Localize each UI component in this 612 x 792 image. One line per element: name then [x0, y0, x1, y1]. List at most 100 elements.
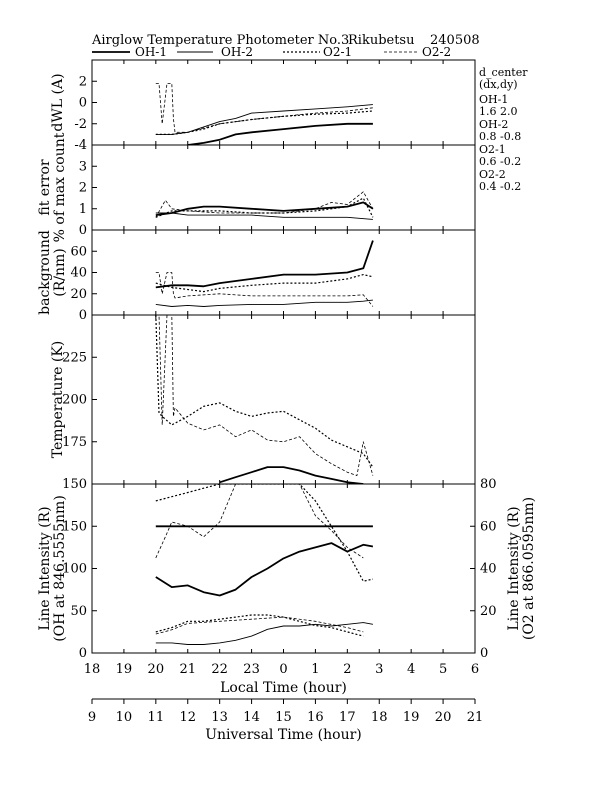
- chart-date: 240508: [430, 33, 480, 48]
- series-line-o2-2: [155, 272, 374, 307]
- series-line-o2-1: [155, 484, 374, 582]
- y-tick-label: 2: [79, 74, 87, 89]
- y-tick-label: 20: [70, 287, 87, 302]
- y-tick-label: 150: [62, 519, 87, 534]
- legend: OH-1 OH-2 O2-1 O2-2: [92, 45, 451, 59]
- universal-time-tick-label: 16: [307, 710, 324, 725]
- series-line-oh-1: [187, 122, 373, 145]
- series-line-o2-1: [155, 315, 374, 468]
- local-time-tick-label: 2: [343, 662, 351, 677]
- universal-time-tick-label: 15: [275, 710, 292, 725]
- universal-time-tick-label: 11: [148, 710, 165, 725]
- y2-axis-label-units: (O2 at 866.0595nm): [521, 497, 537, 640]
- y-axis-label: dWL (A): [50, 73, 66, 131]
- y-tick-label: 0: [79, 308, 87, 323]
- panel-frame: [91, 59, 476, 146]
- chart-panels: -4 -2 0 2 dWL (A) 0 1 2 3 fit error% of max count…: [37, 59, 537, 661]
- universal-time-tick-label: 18: [371, 710, 388, 725]
- y-axis-label-units: % of max count: [52, 132, 68, 242]
- local-time-axis-label: Local Time (hour): [220, 680, 347, 696]
- local-time-tick-label: 23: [243, 662, 260, 677]
- universal-time-tick-label: 9: [88, 710, 96, 725]
- y-axis-label: Line Intensity (R): [37, 506, 53, 630]
- chart-header: Airglow Temperature Photometer No.3 Riku…: [91, 33, 480, 48]
- series-line-oh-1: [219, 466, 364, 484]
- legend-label-oh-2: OH-2: [221, 45, 253, 59]
- y2-tick-label: 60: [480, 519, 497, 534]
- y-tick-label: 0: [79, 223, 87, 238]
- universal-time-tick-label: 12: [179, 710, 196, 725]
- series-line-o2-2: [155, 484, 364, 559]
- universal-time-tick-label: 14: [243, 710, 260, 725]
- side-item-name: OH-1: [479, 93, 508, 106]
- panel-frame: [91, 483, 476, 654]
- side-subheading: (dx,dy): [479, 78, 518, 91]
- legend-label-oh-1: OH-1: [135, 45, 167, 59]
- universal-time-axis-label: Universal Time (hour): [205, 727, 362, 743]
- side-item-value: 0.6 -0.2: [479, 155, 521, 168]
- series-line-o2-2: [155, 83, 373, 133]
- y-tick-label: -2: [74, 117, 87, 132]
- y-tick-label: 0: [79, 96, 87, 111]
- local-time-tick-label: 4: [407, 662, 415, 677]
- y-tick-label: 50: [70, 604, 87, 619]
- series-line-o2-1: [155, 274, 374, 293]
- y-tick-label: 40: [70, 266, 87, 281]
- y-axis-label-units: (OH at 846.5555nm): [52, 495, 68, 642]
- series-line-oh-1: [155, 542, 374, 597]
- y-axis-label: Temperature (K): [50, 341, 66, 459]
- chart-title: Airglow Temperature Photometer No.3: [91, 33, 349, 48]
- y-axis-label-units: (R/nm): [52, 248, 68, 296]
- y-tick-label: 2: [79, 181, 87, 196]
- y-axis-label: background: [37, 230, 53, 315]
- y-axis-label: fit error: [37, 159, 53, 216]
- side-info: d_center(dx,dy)OH-11.6 2.0OH-20.8 -0.8O2…: [479, 66, 528, 193]
- panel-intensity: 0 50 100 150 Line Intensity (R) (OH at 846.55…: [37, 477, 537, 661]
- local-time-tick-label: 18: [84, 662, 101, 677]
- y-tick-label: 1: [79, 202, 87, 217]
- legend-label-o2-2: O2-2: [422, 45, 451, 59]
- series-line-oh-1: [155, 240, 374, 289]
- side-item-value: 0.8 -0.8: [479, 130, 521, 143]
- side-heading: d_center: [479, 66, 528, 79]
- y-tick-label: 150: [62, 477, 87, 492]
- y2-tick-label: 40: [480, 562, 497, 577]
- local-time-tick-label: 21: [179, 662, 196, 677]
- y-tick-label: 3: [79, 159, 87, 174]
- y-tick-label: 225: [62, 350, 87, 365]
- y2-tick-label: 20: [480, 604, 497, 619]
- series-line-o2-2: [155, 191, 374, 218]
- series-line-oh-2: [155, 622, 373, 645]
- side-item-name: O2-1: [479, 143, 506, 156]
- side-item-name: O2-2: [479, 168, 506, 181]
- local-time-tick-label: 1: [311, 662, 319, 677]
- universal-time-tick-label: 10: [116, 710, 133, 725]
- y-tick-label: -4: [74, 138, 87, 153]
- side-item-value: 1.6 2.0: [479, 105, 517, 118]
- y-tick-label: 100: [62, 562, 87, 577]
- panel-background: 0 20 40 60 background (R/nm): [37, 229, 476, 323]
- chart-site: Rikubetsu: [348, 33, 414, 48]
- local-time-tick-label: 6: [471, 662, 479, 677]
- y-tick-label: 60: [70, 244, 87, 259]
- local-time-tick-label: 3: [375, 662, 383, 677]
- y2-tick-label: 0: [480, 646, 488, 661]
- y-tick-label: 0: [79, 646, 87, 661]
- local-time-tick-label: 19: [116, 662, 133, 677]
- series-line-oh-2: [155, 212, 373, 220]
- legend-label-o2-1: O2-1: [323, 45, 352, 59]
- y-tick-label: 175: [62, 435, 87, 450]
- series-line-o2-2-low-: [155, 616, 364, 635]
- local-time-tick-label: 20: [148, 662, 165, 677]
- local-time-tick-label: 0: [279, 662, 287, 677]
- universal-time-tick-label: 21: [467, 710, 484, 725]
- series-line-oh-2: [155, 104, 373, 135]
- universal-time-tick-label: 19: [403, 710, 420, 725]
- y2-tick-label: 80: [480, 477, 497, 492]
- local-time-tick-label: 5: [439, 662, 447, 677]
- panel-fit_error: 0 1 2 3 fit error% of max count: [37, 132, 476, 242]
- y-tick-label: 200: [62, 393, 87, 408]
